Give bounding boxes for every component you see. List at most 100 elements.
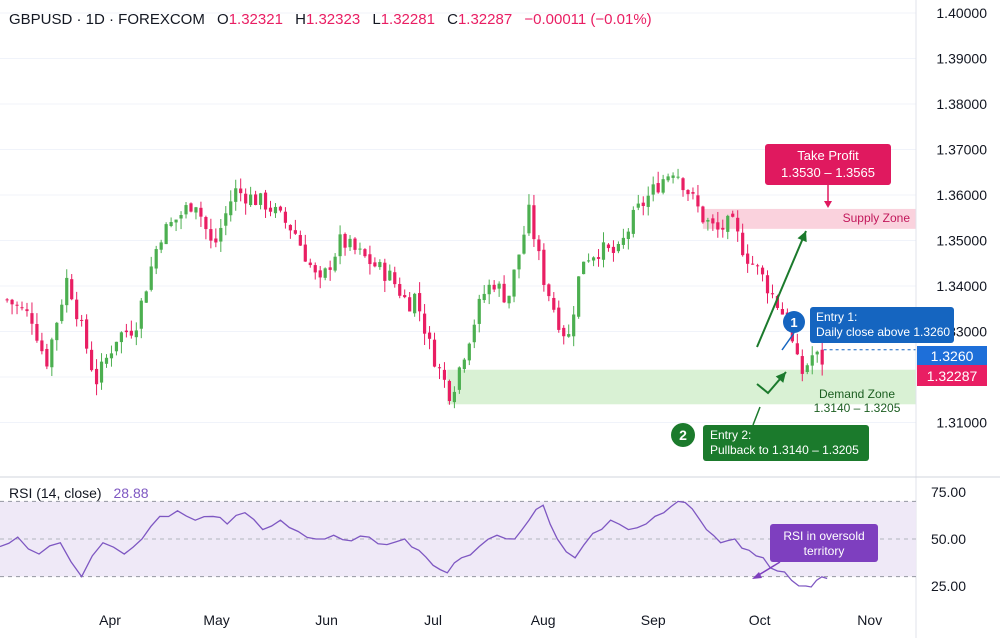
candle-body [358,248,362,250]
candle-body [129,330,133,336]
candle-body [482,293,486,301]
candle-body [50,339,54,368]
candle-body [278,206,283,211]
candle-body [60,304,64,322]
candle-body [492,284,496,290]
rsi-label: RSI (14, close) [9,485,102,501]
take-profit-callout: Take Profit 1.3530 – 1.3565 [765,144,891,208]
last-price-tag: 1.32287 [917,365,987,386]
candle-body [124,330,128,333]
candle-body [472,324,476,343]
candle-body [413,293,417,314]
candle-body [770,293,775,295]
candle-body [542,249,546,285]
svg-text:RSI (14, close) 28.88: RSI (14, close) 28.88 [9,485,149,501]
candle-body [99,361,104,383]
candle-body [567,334,571,337]
rsi-tick-label: 75.00 [931,484,966,500]
candle-body [224,213,228,226]
trade-arrows [756,230,807,395]
rsi-callout: RSI in oversold territory [752,524,878,579]
header-low: 1.32281 [381,11,435,28]
candle-body [805,365,809,373]
candle-body [318,270,322,278]
header-close-label: C [447,11,458,28]
take-profit-title: Take Profit [797,148,859,163]
candle-body [179,214,183,219]
candle-body [154,249,158,269]
candle-body [70,279,74,300]
entry1-desc: Daily close above 1.3260 [816,325,950,339]
candle-body [328,267,332,270]
candle-body [273,206,278,214]
candle-body [562,327,566,337]
demand-zone [447,369,916,405]
candle-body [447,380,452,402]
candle-body [209,229,213,241]
candle-body [611,246,616,253]
candle-body [547,284,551,297]
candle-body [85,319,89,349]
candle-body [343,233,347,248]
rsi-note-line1: RSI in oversold [783,529,864,543]
time-tick-label: Apr [99,612,121,628]
entry2-title: Entry 2: [710,428,751,442]
candle-body [288,224,292,231]
candle-body [159,242,163,250]
candle-body [601,242,606,260]
candle-body [751,263,755,265]
candle-body [333,256,337,271]
candle-body [502,283,506,303]
price-tick-label: 1.34000 [936,278,987,294]
candle-body [686,190,690,195]
candle-body [353,238,357,250]
candle-body [15,304,19,306]
entry-level-tag: 1.3260 [917,346,987,365]
header-change: −0.00011 (−0.01%) [524,11,651,28]
rsi-note-line2: territory [804,544,845,558]
header-high-label: H [295,11,306,28]
candle-body [363,249,367,257]
candle-body [94,368,99,385]
rsi-tick-label: 25.00 [931,578,966,594]
candle-body [283,211,288,223]
candle-body [606,244,611,249]
candle-body [35,323,39,341]
candle-body [89,349,94,371]
candle-body [408,297,412,312]
candle-body [731,213,735,217]
candle-body [174,219,178,223]
candlestick-series [5,168,824,409]
candle-body [263,192,268,210]
candle-body [775,296,780,308]
candle-body [149,266,153,290]
time-tick-label: Oct [749,612,771,628]
candle-body [765,275,770,294]
candle-body [80,319,84,321]
candle-body [820,349,824,365]
candle-body [229,201,233,216]
candle-body [348,238,352,248]
rsi-axis[interactable]: 25.00 50.00 75.00 [931,484,966,594]
candle-body [582,261,586,275]
entry-level-price: 1.3260 [931,348,974,364]
candle-body [239,188,243,194]
candle-body [189,203,193,212]
candle-body [716,222,720,230]
candle-body [676,176,680,178]
candle-body [621,237,625,245]
candle-body [780,309,785,315]
candle-body [303,244,307,262]
candle-body [214,238,218,243]
candle-body [293,230,297,234]
take-profit-range: 1.3530 – 1.3565 [781,165,875,180]
last-price: 1.32287 [927,368,978,384]
candle-body [641,202,645,207]
candle-body [790,324,794,342]
demand-zone-label: Demand Zone [819,387,895,401]
candle-body [457,367,461,390]
candle-body [194,207,198,213]
time-axis[interactable]: Apr May Jun Jul Aug Sep Oct Nov [99,612,882,628]
rsi-value: 28.88 [113,485,148,501]
